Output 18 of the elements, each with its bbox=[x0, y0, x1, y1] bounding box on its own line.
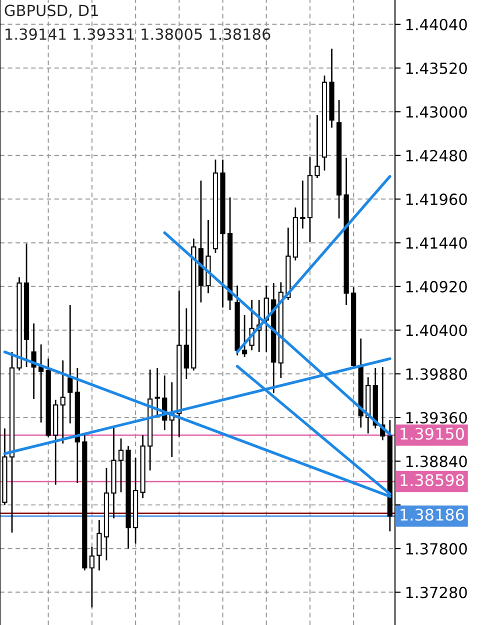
text: 1.39141 1.39331 1.38005 1.38186 bbox=[6, 28, 270, 40]
chart-title: GBPUSD, D1 bbox=[4, 4, 98, 18]
y-tick-label: 1.37800 bbox=[406, 543, 467, 555]
y-tick-label: 1.43520 bbox=[406, 62, 467, 74]
y-tick-label: 1.43000 bbox=[406, 106, 467, 118]
y-tick-label: 1.44040 bbox=[406, 18, 467, 30]
ref-line-label: 1.39150 bbox=[400, 428, 464, 440]
y-tick-label: 1.39880 bbox=[406, 368, 467, 380]
y-tick-label: 1.40400 bbox=[406, 324, 467, 336]
y-tick-label: 1.37280 bbox=[406, 586, 467, 598]
y-tick-label: 1.40920 bbox=[406, 280, 467, 292]
ref-line-label: 1.38598 bbox=[400, 474, 464, 486]
y-tick-label: 1.39360 bbox=[406, 412, 467, 424]
ref-line-label: 1.38186 bbox=[400, 508, 464, 521]
y-tick-label: 1.41440 bbox=[406, 237, 467, 249]
y-tick-label: 1.41960 bbox=[406, 194, 467, 206]
y-tick-label: 1.42480 bbox=[406, 150, 467, 162]
y-tick-label: 1.38840 bbox=[406, 456, 467, 468]
